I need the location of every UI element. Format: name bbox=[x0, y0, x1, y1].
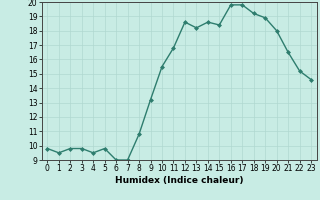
X-axis label: Humidex (Indice chaleur): Humidex (Indice chaleur) bbox=[115, 176, 244, 185]
